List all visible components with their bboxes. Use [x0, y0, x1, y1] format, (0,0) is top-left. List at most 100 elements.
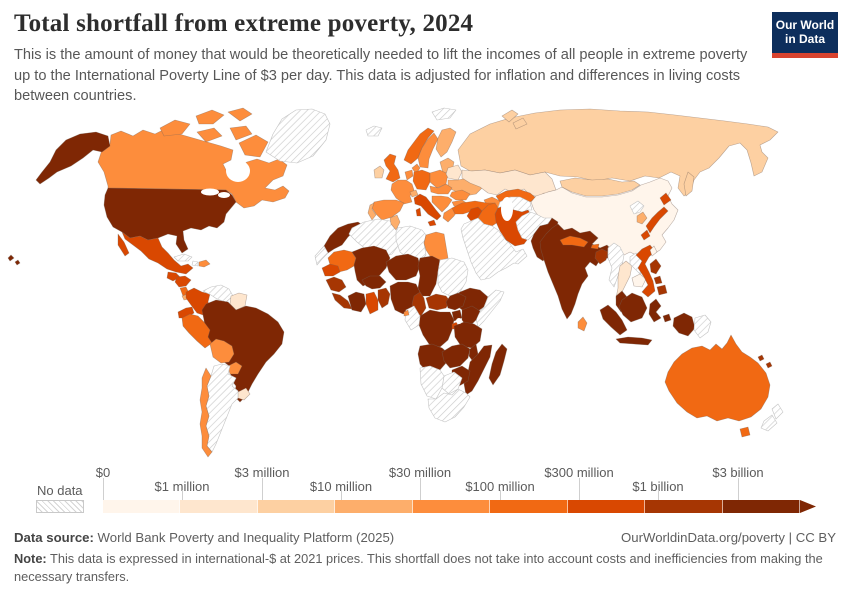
- country-moluccas[interactable]: [662, 313, 672, 323]
- country-tunisia[interactable]: [389, 214, 401, 231]
- country-egypt[interactable]: [423, 231, 449, 261]
- legend-bin-8[interactable]: [722, 500, 800, 513]
- owid-logo[interactable]: Our World in Data: [772, 12, 838, 58]
- country-italy[interactable]: [413, 193, 442, 227]
- country-zambia[interactable]: [441, 343, 471, 369]
- country-chile[interactable]: [199, 367, 213, 458]
- country-france[interactable]: [390, 179, 415, 205]
- legend-tick: [738, 478, 739, 500]
- country-south-korea[interactable]: [636, 211, 648, 225]
- country-burkina-faso[interactable]: [361, 275, 387, 290]
- country-taiwan[interactable]: [649, 245, 658, 257]
- country-north-korea[interactable]: [629, 200, 645, 215]
- country-tasmania[interactable]: [739, 426, 751, 438]
- country-madagascar[interactable]: [488, 343, 508, 386]
- country-romania[interactable]: [449, 189, 471, 201]
- country-germany[interactable]: [412, 169, 431, 191]
- country-paraguay[interactable]: [227, 361, 243, 375]
- country-novaya-zemlya[interactable]: [501, 109, 528, 130]
- country-finland[interactable]: [435, 127, 457, 158]
- country-canada[interactable]: [97, 128, 290, 209]
- country-dominican-republic[interactable]: [198, 259, 211, 268]
- country-iceland[interactable]: [365, 125, 383, 137]
- country-cambodia[interactable]: [631, 273, 647, 288]
- country-japan[interactable]: [640, 192, 672, 241]
- country-senegal[interactable]: [321, 263, 341, 277]
- country-west-papua[interactable]: [672, 312, 696, 337]
- legend-bin-0[interactable]: [103, 500, 181, 513]
- country-alaska[interactable]: [35, 131, 111, 185]
- legend-bin-4[interactable]: [412, 500, 491, 513]
- country-sri-lanka[interactable]: [577, 316, 588, 332]
- country-mexico[interactable]: [121, 231, 194, 275]
- country-portugal[interactable]: [367, 202, 377, 221]
- legend-bin-5[interactable]: [490, 500, 568, 513]
- country-niger[interactable]: [385, 253, 421, 281]
- legend-bin-3[interactable]: [335, 500, 413, 513]
- country-united-states[interactable]: [103, 187, 237, 254]
- country-ireland[interactable]: [373, 165, 385, 179]
- country-ghana[interactable]: [365, 291, 379, 315]
- legend-bin-7[interactable]: [645, 500, 723, 513]
- legend-bin-2[interactable]: [257, 500, 336, 513]
- country-guinea[interactable]: [325, 276, 347, 293]
- country-austria-czechia-hungary[interactable]: [429, 183, 453, 195]
- country-peru[interactable]: [181, 313, 213, 349]
- legend-no-data-swatch[interactable]: [36, 500, 84, 513]
- country-norway[interactable]: [403, 127, 435, 165]
- country-balkans[interactable]: [431, 195, 453, 213]
- chart-footer: Data source: World Bank Poverty and Ineq…: [14, 530, 836, 586]
- country-chad[interactable]: [417, 255, 441, 297]
- country-dr-congo[interactable]: [418, 309, 455, 348]
- country-nepal[interactable]: [559, 235, 589, 248]
- country-russia[interactable]: [457, 108, 779, 197]
- country-new-zealand[interactable]: [760, 403, 784, 432]
- country-honduras[interactable]: [174, 275, 192, 288]
- country-baja-california[interactable]: [117, 233, 130, 257]
- legend-bin-1[interactable]: [180, 500, 258, 513]
- country-australia[interactable]: [664, 334, 771, 422]
- legend-color-bar: [103, 500, 800, 513]
- country-greenland[interactable]: [265, 108, 331, 164]
- country-haiti[interactable]: [191, 260, 199, 267]
- country-namibia[interactable]: [419, 365, 445, 400]
- country-sweden[interactable]: [417, 132, 439, 169]
- legend-bin-6[interactable]: [567, 500, 646, 513]
- country-spain[interactable]: [371, 199, 405, 221]
- country-united-kingdom[interactable]: [383, 153, 401, 183]
- country-bhutan[interactable]: [590, 243, 600, 250]
- country-tanzania[interactable]: [453, 321, 483, 349]
- legend-tick: [262, 478, 263, 500]
- country-papua-new-guinea[interactable]: [693, 314, 712, 339]
- country-bolivia[interactable]: [209, 338, 235, 364]
- legend-tick: [658, 490, 659, 500]
- country-svalbard[interactable]: [431, 107, 457, 121]
- legend-tick: [579, 478, 580, 500]
- country-sulawesi[interactable]: [648, 298, 662, 323]
- country-equatorial-guinea[interactable]: [403, 309, 410, 317]
- country-somalia[interactable]: [475, 289, 505, 328]
- country-mongolia[interactable]: [559, 177, 641, 197]
- country-congo-gabon[interactable]: [404, 305, 421, 331]
- owid-link[interactable]: OurWorldinData.org/poverty | CC BY: [621, 530, 836, 545]
- country-sumatra[interactable]: [599, 304, 628, 336]
- country-philippines[interactable]: [649, 258, 668, 296]
- country-borneo[interactable]: [618, 292, 648, 323]
- country-sakhalin[interactable]: [683, 171, 695, 197]
- country-cuba[interactable]: [173, 253, 193, 262]
- country-netherlands-belgium[interactable]: [404, 169, 414, 181]
- country-angola[interactable]: [417, 343, 449, 373]
- country-togo-benin[interactable]: [377, 287, 391, 309]
- country-java[interactable]: [615, 336, 653, 346]
- country-arabian-peninsula[interactable]: [460, 217, 528, 281]
- country-melanesia[interactable]: [757, 354, 773, 369]
- country-canadian-arctic[interactable]: [159, 107, 269, 158]
- country-bangladesh[interactable]: [594, 248, 609, 265]
- country-hawaii[interactable]: [7, 254, 21, 266]
- country-south-africa[interactable]: [427, 388, 471, 423]
- country-western-sahara[interactable]: [314, 245, 329, 266]
- legend-tick-label: $30 million: [388, 465, 452, 480]
- country-south-sudan[interactable]: [445, 292, 467, 311]
